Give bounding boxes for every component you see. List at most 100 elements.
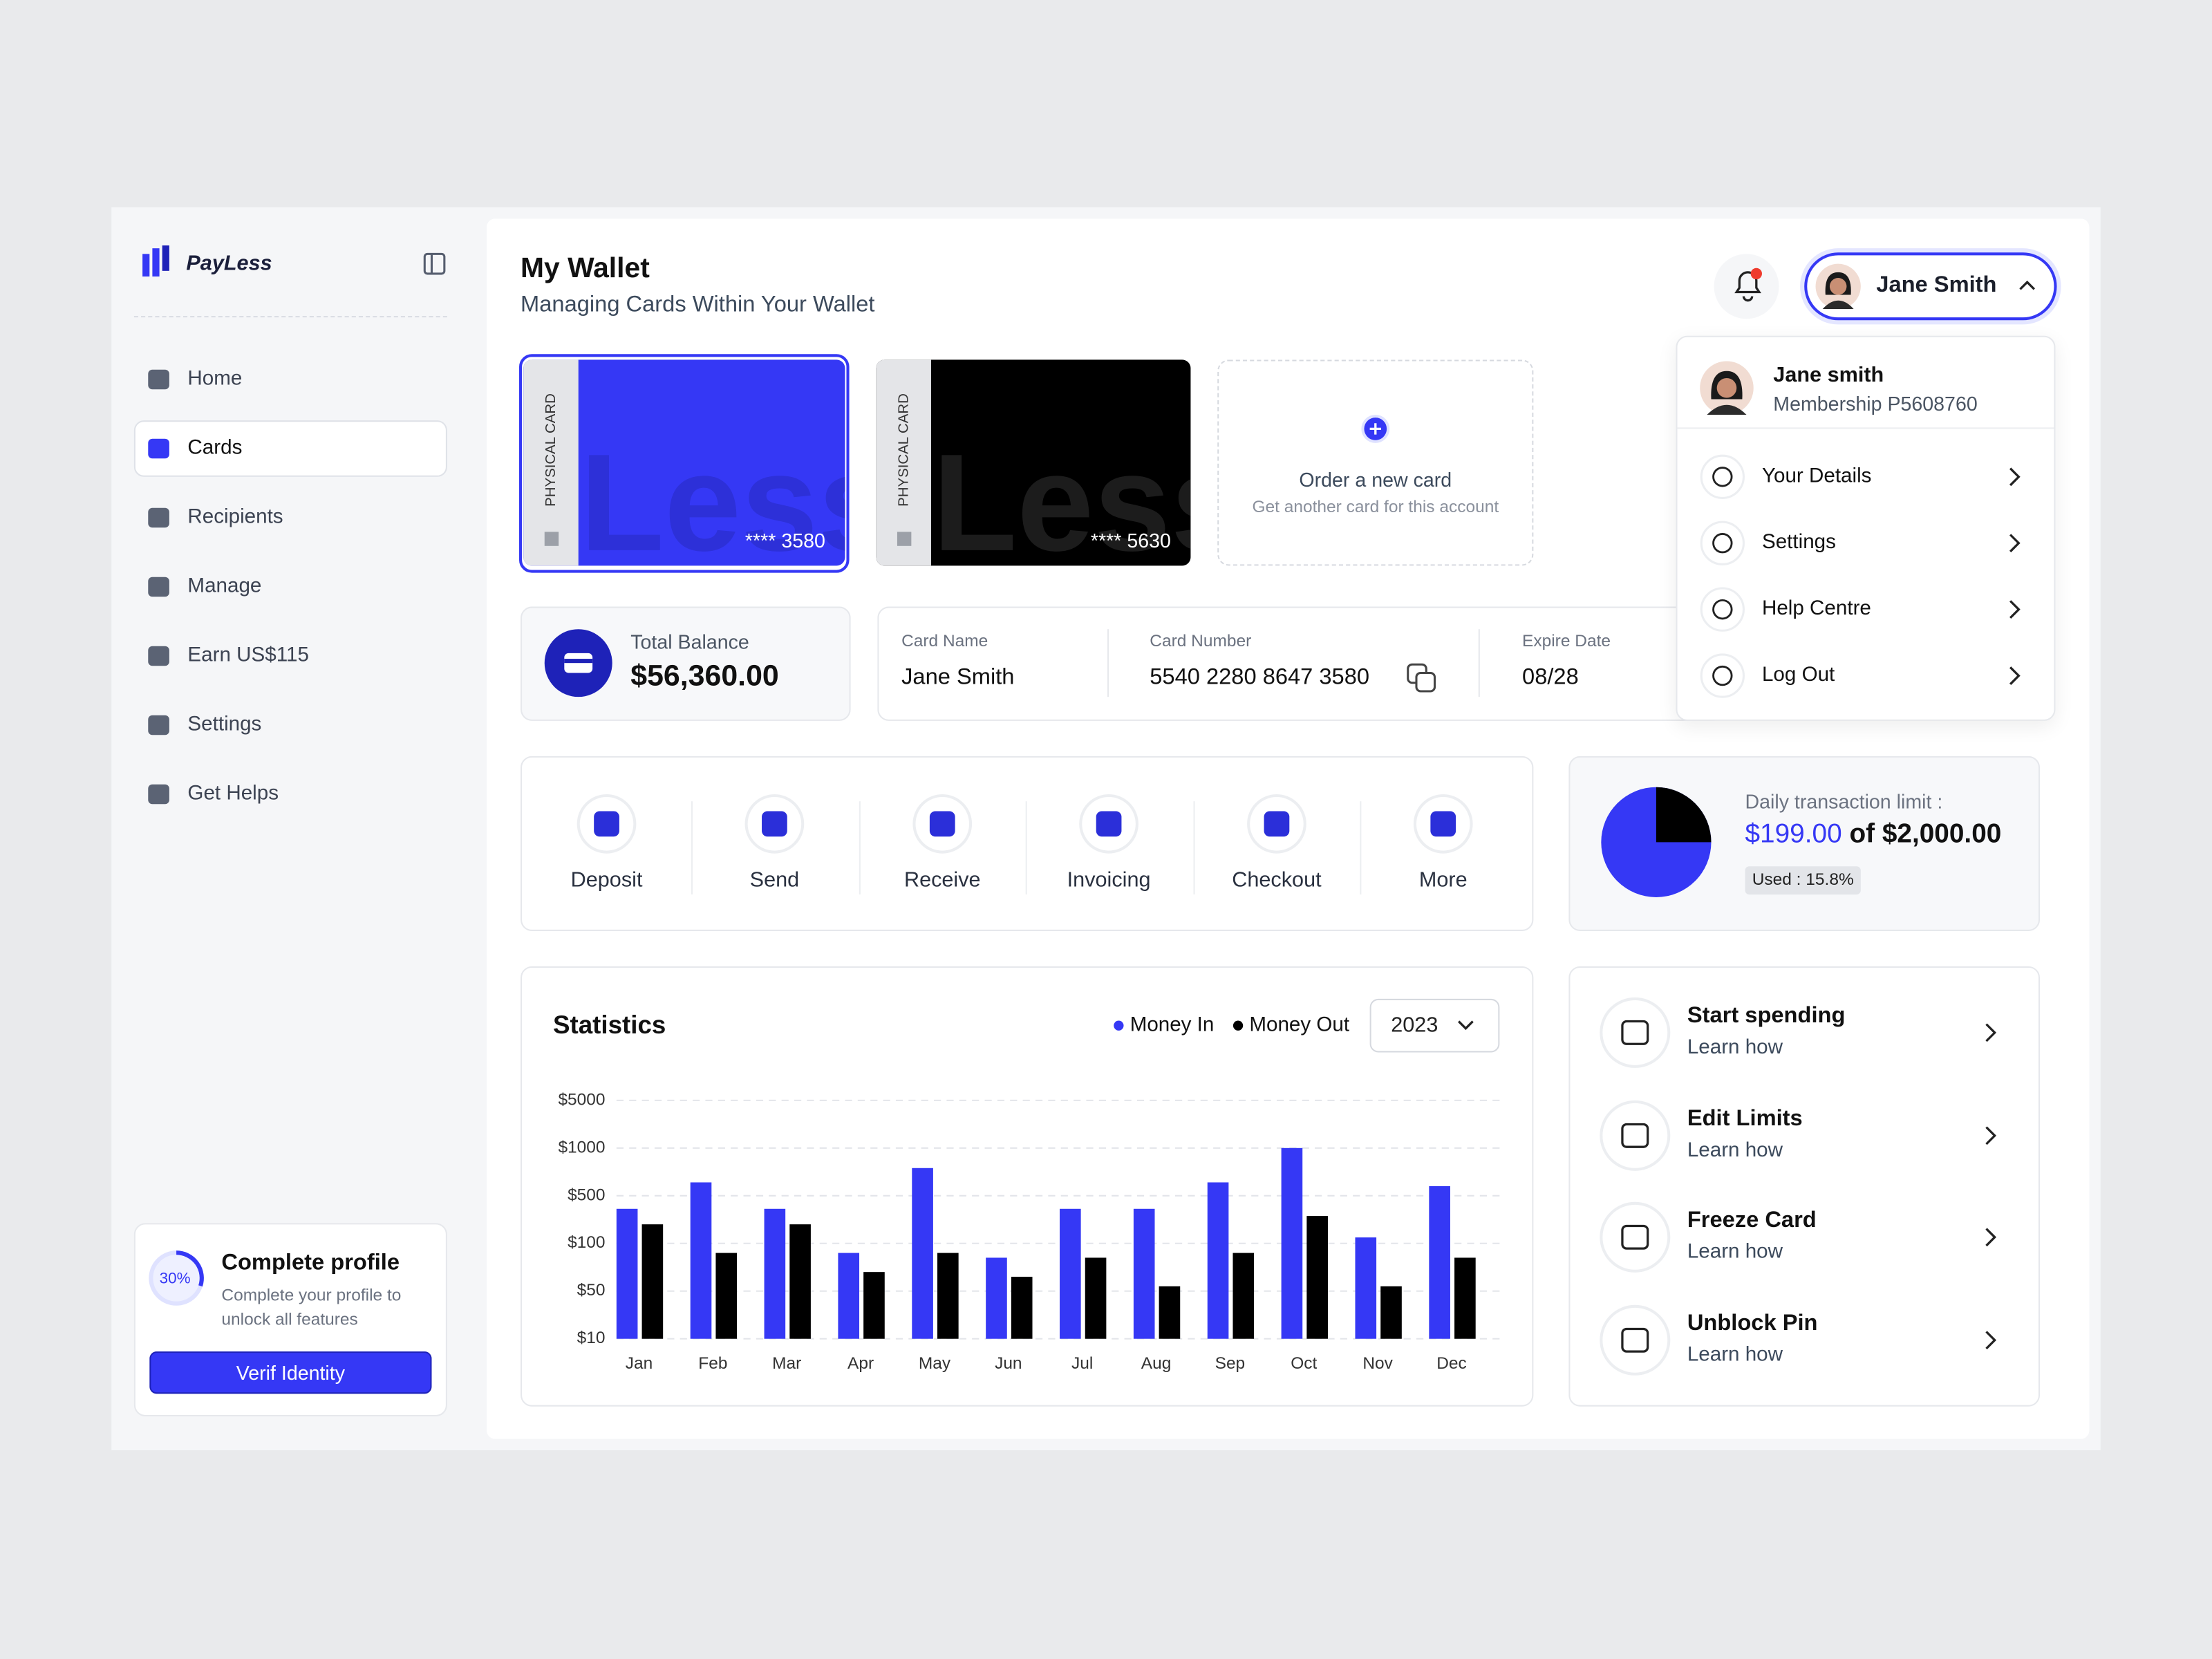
detail-value: 5540 2280 8647 3580 xyxy=(1150,665,1370,690)
bar xyxy=(1133,1208,1155,1339)
link-subtitle: Learn how xyxy=(1687,1036,1783,1059)
card[interactable]: Less PHYSICAL CARD **** 3580 xyxy=(523,359,845,566)
menu-icon xyxy=(1700,521,1745,565)
card-details-box xyxy=(877,606,1724,721)
bar xyxy=(764,1208,786,1339)
nav-item[interactable]: Manage xyxy=(187,574,262,598)
x-tick-label: Aug xyxy=(1141,1354,1172,1373)
link-title[interactable]: Start spending xyxy=(1687,1004,1846,1029)
card-strip xyxy=(876,359,931,566)
legend-dot xyxy=(1232,1020,1244,1031)
x-tick-label: Jan xyxy=(626,1354,653,1373)
nav-item[interactable]: Cards xyxy=(187,436,243,460)
actions-box xyxy=(521,756,1534,931)
chevron xyxy=(1985,1023,1997,1042)
detail-label: Expire Date xyxy=(1522,630,1611,651)
chevron xyxy=(1985,1125,1997,1145)
action-label[interactable]: Checkout xyxy=(1232,868,1322,892)
divider xyxy=(1677,427,2054,429)
y-tick-label: $1000 xyxy=(558,1138,605,1156)
nav-icon xyxy=(148,646,169,666)
nav-item[interactable]: Settings xyxy=(187,713,262,736)
x-tick-label: Jul xyxy=(1071,1354,1093,1373)
page-title: My Wallet xyxy=(521,253,650,285)
bar xyxy=(715,1253,738,1339)
x-tick-label: May xyxy=(919,1354,951,1373)
progress-label: 30% xyxy=(159,1271,191,1288)
card-selected-border xyxy=(519,354,850,573)
collapse-icon[interactable] xyxy=(423,252,446,275)
bar xyxy=(937,1253,959,1339)
y-tick-label: $5000 xyxy=(558,1090,605,1109)
bar xyxy=(1355,1237,1377,1339)
nav-icon-shape xyxy=(148,577,169,597)
action-label[interactable]: Invoicing xyxy=(1067,868,1151,892)
menu-item[interactable]: Your Details xyxy=(1761,465,1872,488)
bar xyxy=(1207,1182,1229,1339)
page-subtitle: Managing Cards Within Your Wallet xyxy=(521,293,875,317)
x-tick-label: Sep xyxy=(1215,1354,1246,1373)
link-title[interactable]: Edit Limits xyxy=(1687,1106,1803,1131)
balance-amount: $56,360.00 xyxy=(630,659,779,693)
legend-label: Money Out xyxy=(1249,1013,1349,1035)
balance-icon xyxy=(544,629,612,697)
legend-label: Money In xyxy=(1130,1013,1215,1035)
nav-item[interactable]: Get Helps xyxy=(187,782,279,805)
menu-item[interactable]: Log Out xyxy=(1761,664,1835,687)
progress-arc xyxy=(176,1250,204,1287)
order-card[interactable] xyxy=(1217,359,1534,566)
plus-icon xyxy=(1361,415,1390,443)
action-icon-shape xyxy=(594,811,619,837)
chevron xyxy=(2009,600,2021,619)
link-subtitle: Learn how xyxy=(1687,1138,1783,1161)
limit-spent: $199.00 xyxy=(1745,819,1842,850)
brand: PayLess xyxy=(186,252,272,276)
order-title: Order a new card xyxy=(1299,468,1452,491)
x-tick-label: Oct xyxy=(1291,1354,1317,1373)
menu-icon-shape xyxy=(1712,665,1733,686)
nav-item[interactable]: Home xyxy=(187,367,243,391)
card-watermark: Less xyxy=(932,424,1190,566)
menu-item[interactable]: Settings xyxy=(1761,531,1836,554)
x-tick-label: Nov xyxy=(1362,1354,1393,1373)
profile-title: Complete profile xyxy=(221,1250,400,1275)
separator xyxy=(690,801,693,894)
link-title[interactable]: Freeze Card xyxy=(1687,1208,1817,1233)
y-tick-label: $500 xyxy=(568,1185,605,1204)
bar xyxy=(986,1257,1007,1339)
nav-item[interactable]: Recipients xyxy=(187,505,283,529)
limit-pie xyxy=(1601,787,1712,897)
link-icon-bg xyxy=(1600,1099,1671,1170)
nav-icon-shape xyxy=(148,715,169,735)
link-title[interactable]: Unblock Pin xyxy=(1687,1311,1818,1335)
nav-item[interactable]: Earn US$115 xyxy=(187,644,309,667)
action-icon-shape xyxy=(1430,811,1456,837)
detail-value: 08/28 xyxy=(1522,665,1579,690)
copy-icon[interactable] xyxy=(1407,663,1438,694)
menu-icon xyxy=(1700,454,1745,499)
nav-active-bg xyxy=(133,420,447,477)
card-strip xyxy=(523,359,579,566)
menu-icon-shape xyxy=(1712,599,1733,620)
nav-icon-shape xyxy=(148,369,169,390)
menu-item[interactable]: Help Centre xyxy=(1761,597,1871,621)
chevron-right xyxy=(2009,534,2021,553)
card[interactable]: Less PHYSICAL CARD **** 5630 xyxy=(876,359,1191,566)
link-subtitle: Learn how xyxy=(1687,1343,1783,1366)
card-number: **** 5630 xyxy=(1090,529,1171,552)
action-label[interactable]: More xyxy=(1418,868,1468,892)
bar xyxy=(1011,1277,1033,1339)
separator xyxy=(1107,629,1109,697)
year-select[interactable] xyxy=(1369,998,1500,1053)
action-label[interactable]: Deposit xyxy=(570,868,643,892)
chevron-right xyxy=(2009,666,2021,685)
action-label[interactable]: Receive xyxy=(903,868,981,892)
card-chip xyxy=(544,532,559,546)
link-icon-shape xyxy=(1621,1224,1649,1250)
verify-button[interactable]: Verif Identity xyxy=(149,1351,432,1394)
divider xyxy=(133,316,447,318)
chevron-right xyxy=(1985,1023,1997,1042)
y-tick-label: $100 xyxy=(568,1233,605,1252)
bell-button[interactable] xyxy=(1714,254,1779,319)
action-label[interactable]: Send xyxy=(749,868,800,892)
